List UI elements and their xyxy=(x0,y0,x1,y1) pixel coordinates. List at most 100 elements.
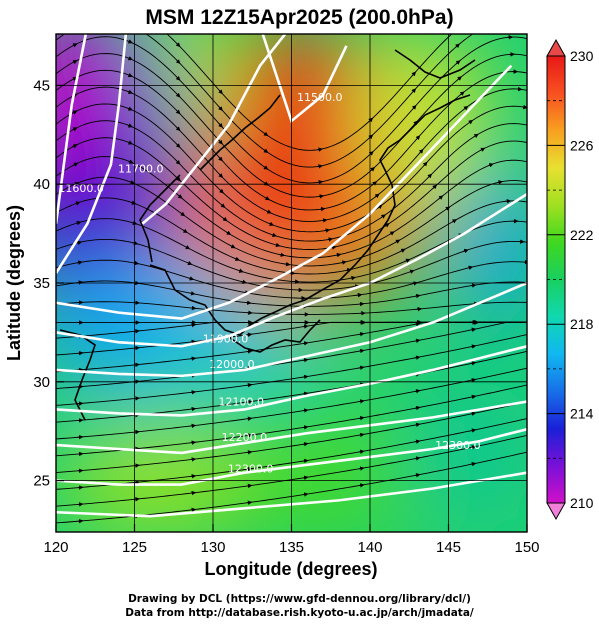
streamline-arrow xyxy=(411,104,417,110)
credits: Drawing by DCL (https://www.gfd-dennou.o… xyxy=(0,592,599,620)
streamline-arrow xyxy=(368,134,374,140)
streamline-arrow xyxy=(225,230,232,235)
streamline-arrow xyxy=(414,293,421,299)
streamline-arrow xyxy=(411,88,417,94)
x-tick-label: 145 xyxy=(436,539,461,556)
streamline-arrow xyxy=(414,439,421,444)
streamline-arrow xyxy=(246,483,253,489)
streamline xyxy=(56,280,527,307)
streamline-arrow xyxy=(72,110,78,115)
streamline-arrow xyxy=(175,92,181,98)
streamline-arrow xyxy=(302,441,309,447)
streamline-arrow xyxy=(457,76,463,81)
streamline-arrow xyxy=(479,147,486,152)
streamline-arrow xyxy=(463,105,469,111)
streamline-arrow xyxy=(414,355,421,360)
streamline-arrow xyxy=(246,416,253,421)
y-tick-label: 40 xyxy=(33,176,50,193)
x-tick-label: 150 xyxy=(514,539,539,556)
credits-line-2: Data from http://database.rish.kyoto-u.a… xyxy=(125,607,474,619)
x-tick-label: 130 xyxy=(200,539,225,556)
streamline-arrow xyxy=(470,344,477,349)
streamline-arrow xyxy=(127,72,133,78)
colorbar-label: 226 xyxy=(570,137,594,153)
streamline-arrow xyxy=(459,91,465,96)
streamline-arrow xyxy=(77,260,83,265)
streamline-arrow xyxy=(414,389,421,394)
streamline-arrow xyxy=(358,483,365,488)
streamline-arrow xyxy=(395,239,401,244)
streamline-arrow xyxy=(238,268,244,273)
streamline-arrow xyxy=(358,348,365,354)
streamline xyxy=(56,120,527,242)
streamline-arrow xyxy=(302,492,309,497)
y-axis-title: Latitude (degrees) xyxy=(4,205,24,361)
streamline-arrow xyxy=(455,27,459,30)
contour-line xyxy=(56,64,513,320)
streamline-arrow xyxy=(218,139,223,145)
streamline-arrow xyxy=(413,120,418,126)
plot-area: 11600.0 11700.0 11900.0 12000.0 12100.0 12200… xyxy=(56,27,527,532)
streamline-arrow xyxy=(470,283,477,288)
streamline-arrow xyxy=(470,428,477,433)
streamline-arrow xyxy=(76,240,83,245)
colorbar-label: 218 xyxy=(570,316,594,332)
streamline-arrow xyxy=(415,135,421,141)
y-tick-label: 45 xyxy=(33,77,50,94)
streamline-arrow xyxy=(186,260,193,266)
contour-label: 11500.0 xyxy=(297,91,343,104)
streamline-arrow xyxy=(190,507,197,513)
streamline-arrow xyxy=(72,27,76,29)
colorbar-label: 222 xyxy=(570,227,594,243)
streamline-arrow xyxy=(190,490,197,496)
contour-label: 12000.0 xyxy=(209,358,255,371)
streamline-arrow xyxy=(72,43,78,48)
credits-line-1: Drawing by DCL (https://www.gfd-dennou.o… xyxy=(128,593,471,605)
streamline-arrow xyxy=(470,327,477,332)
y-tick-label: 35 xyxy=(33,275,50,292)
streamline xyxy=(56,137,527,250)
contour-line xyxy=(56,34,128,274)
streamline-arrow xyxy=(384,223,390,228)
streamline-arrow xyxy=(319,206,326,212)
streamline-arrow xyxy=(268,221,275,226)
streamline-arrow xyxy=(190,474,197,479)
streamline-arrow xyxy=(245,300,252,305)
streamline-arrow xyxy=(175,143,181,148)
streamline-arrow xyxy=(175,126,181,132)
streamline-arrow xyxy=(473,133,479,139)
streamline-arrow xyxy=(127,140,133,145)
streamline-arrow xyxy=(318,194,325,199)
streamline-arrow xyxy=(432,184,438,190)
contour-line xyxy=(56,281,527,378)
streamline-arrow xyxy=(190,406,197,412)
streamline-arrow xyxy=(218,122,223,128)
streamline-arrow xyxy=(190,440,197,445)
streamline-arrow xyxy=(234,256,240,261)
streamline-arrow xyxy=(246,450,253,455)
streamline-arrow xyxy=(218,156,223,162)
colorbar-min-triangle xyxy=(546,502,566,521)
streamline-arrow xyxy=(180,211,186,217)
streamline-arrow xyxy=(368,117,374,123)
streamline-arrow xyxy=(414,473,421,478)
streamline-arrow xyxy=(190,322,197,328)
streamline-arrow xyxy=(188,276,195,281)
streamline-arrow xyxy=(246,332,253,337)
streamline-arrow xyxy=(358,365,365,371)
streamline-arrow xyxy=(263,165,269,170)
streamline-arrow xyxy=(321,218,328,223)
streamline-arrow xyxy=(263,181,269,186)
streamline-arrow xyxy=(246,349,253,354)
streamline-arrow xyxy=(377,204,383,210)
streamline-arrow xyxy=(190,390,197,395)
contour-label: 11600.0 xyxy=(58,182,104,195)
streamline-arrow xyxy=(302,425,309,430)
streamline-arrow xyxy=(404,258,411,263)
streamline-arrow xyxy=(470,361,477,366)
streamline-arrow xyxy=(370,166,376,172)
streamline-arrow xyxy=(463,248,469,254)
streamline-arrow xyxy=(418,148,424,154)
contour-line xyxy=(56,344,527,417)
streamline-arrow xyxy=(266,209,272,214)
